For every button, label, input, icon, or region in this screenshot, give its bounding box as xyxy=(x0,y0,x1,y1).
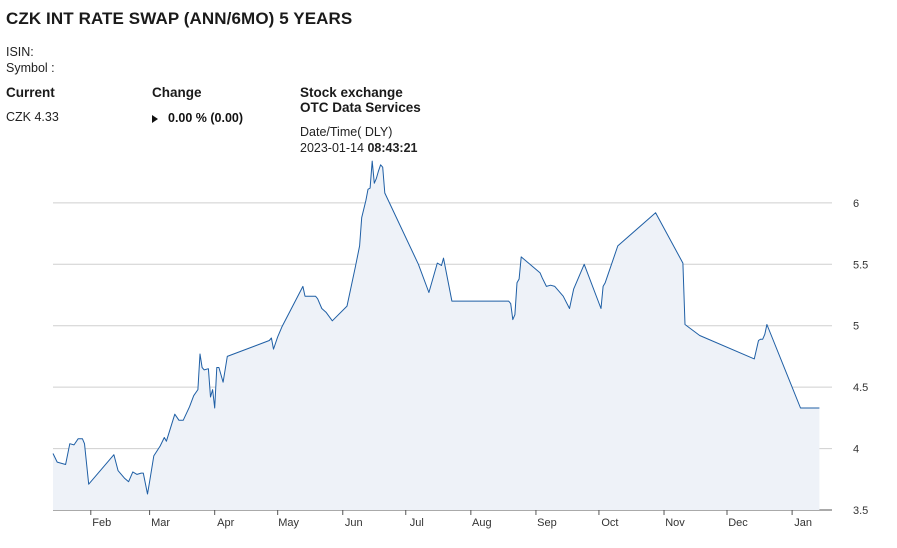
x-tick-label: Jan xyxy=(794,517,812,529)
exchange-name: OTC Data Services xyxy=(300,100,421,115)
datetime-time: 08:43:21 xyxy=(367,141,418,155)
x-tick-label: Mar xyxy=(151,517,170,529)
x-tick-label: May xyxy=(278,517,299,529)
current-value: CZK 4.33 xyxy=(6,110,59,124)
y-tick-label: 6 xyxy=(853,198,859,210)
series-line xyxy=(52,160,820,495)
y-axis: 3.5 4 4.5 5 5.5 6 xyxy=(853,198,868,517)
exchange-label: Stock exchange xyxy=(300,85,403,100)
page-title: CZK INT RATE SWAP (ANN/6MO) 5 YEARS xyxy=(6,9,353,28)
isin-label: ISIN: xyxy=(6,45,34,59)
symbol-label: Symbol : xyxy=(6,61,55,75)
x-tick-label: Sep xyxy=(537,517,557,529)
datetime-value: 2023-01-14 08:43:21 xyxy=(300,141,417,155)
y-tick-label: 4.5 xyxy=(853,382,868,394)
series-area xyxy=(53,161,820,510)
arrow-right-icon xyxy=(152,115,158,123)
x-axis: Feb Mar Apr May Jun Jul Aug Sep Oct Nov Dec Jan xyxy=(90,510,812,529)
current-label: Current xyxy=(6,85,55,100)
x-tick-label: Feb xyxy=(92,517,111,529)
change-label: Change xyxy=(152,85,202,100)
datetime-label: Date/Time( DLY) xyxy=(300,125,393,139)
y-tick-label: 5 xyxy=(853,321,859,333)
x-tick-label: Dec xyxy=(728,517,748,529)
y-tick-label: 3.5 xyxy=(853,505,868,517)
x-tick-label: Nov xyxy=(665,517,685,529)
x-tick-label: Aug xyxy=(472,517,492,529)
datetime-date: 2023-01-14 xyxy=(300,141,364,155)
x-tick-label: Jun xyxy=(345,517,363,529)
x-tick-label: Jul xyxy=(410,517,424,529)
x-tick-label: Oct xyxy=(601,517,618,529)
change-value: 0.00 % (0.00) xyxy=(168,111,244,125)
y-tick-label: 5.5 xyxy=(853,259,868,271)
y-tick-label: 4 xyxy=(853,444,859,456)
x-tick-label: Apr xyxy=(217,517,234,529)
change-value-row: 0.00 % (0.00) xyxy=(152,111,243,125)
